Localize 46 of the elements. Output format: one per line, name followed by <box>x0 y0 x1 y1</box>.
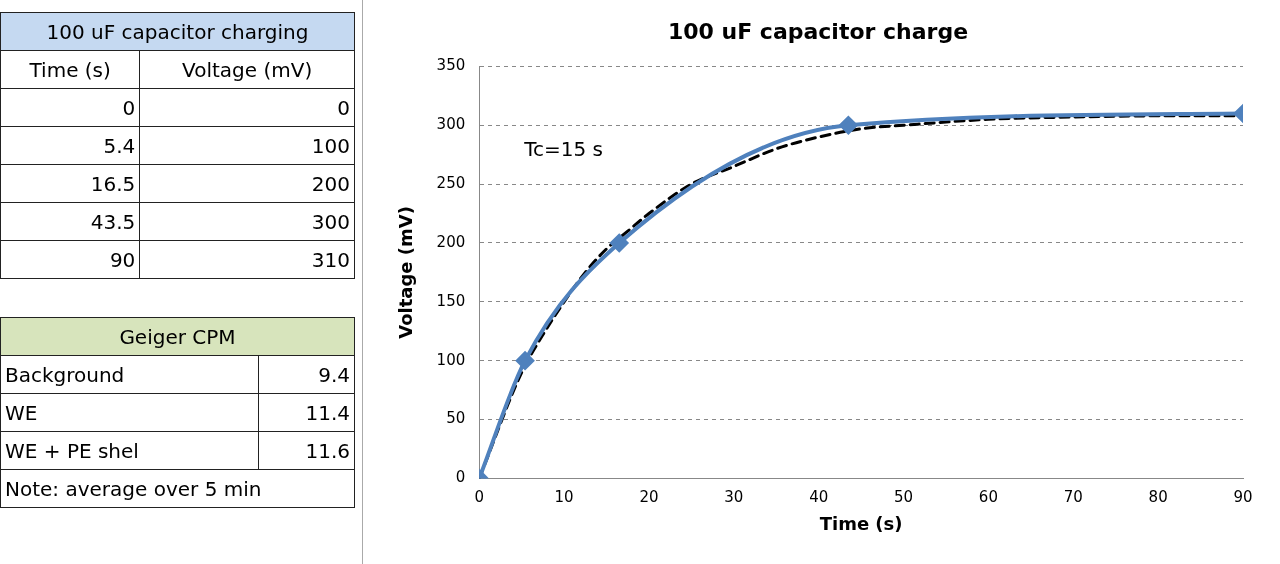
text: Geiger CPM <box>0 317 355 356</box>
x-tick-label: 40 <box>809 488 829 507</box>
text: Background <box>0 355 259 394</box>
text: 100 uF capacitor charging <box>0 12 355 51</box>
text: 200 <box>139 164 355 203</box>
y-tick-label: 300 <box>436 115 466 134</box>
y-tick-label: 0 <box>455 468 466 487</box>
chart-title: 100 uF capacitor charge <box>667 18 969 44</box>
text: 11.6 <box>258 431 355 470</box>
text: 0 <box>0 88 140 127</box>
text: 16.5 <box>0 164 140 203</box>
text: 11.4 <box>258 393 355 432</box>
x-tick-label: 80 <box>1148 488 1168 507</box>
text: 0 <box>139 88 355 127</box>
text: WE <box>0 393 259 432</box>
x-tick-label: 50 <box>894 488 914 507</box>
y-tick-label: 200 <box>436 232 466 251</box>
x-tick-label: 30 <box>724 488 744 507</box>
text: Note: average over 5 min <box>0 469 355 508</box>
text: 100 <box>139 126 355 165</box>
text: 310 <box>139 240 355 279</box>
point <box>516 351 535 370</box>
text: 90 <box>0 240 140 279</box>
point <box>839 116 858 135</box>
point <box>610 233 629 252</box>
text: WE + PE shel <box>0 431 259 470</box>
x-tick-label: 20 <box>639 488 659 507</box>
x-tick-label: 0 <box>474 488 484 507</box>
text: 43.5 <box>0 202 140 241</box>
text: 300 <box>139 202 355 241</box>
x-tick-label: 90 <box>1233 488 1253 507</box>
x-tick-label: 60 <box>978 488 998 507</box>
y-tick-label: 350 <box>436 56 466 75</box>
text: Time (s) <box>0 50 140 89</box>
x-tick-label: 70 <box>1063 488 1083 507</box>
y-tick-label: 150 <box>436 291 466 310</box>
text: 9.4 <box>258 355 355 394</box>
annotation: Tc=15 s <box>523 137 604 162</box>
x-axis-title: Time (s) <box>819 512 903 534</box>
text: Voltage (mV) <box>139 50 355 89</box>
y-axis-title: Voltage (mV) <box>395 206 417 339</box>
y-tick-label: 250 <box>436 174 466 192</box>
x-tick-label: 10 <box>554 488 574 507</box>
y-tick-label: 50 <box>446 409 466 428</box>
text: 5.4 <box>0 126 140 165</box>
y-tick-label: 100 <box>436 350 466 369</box>
